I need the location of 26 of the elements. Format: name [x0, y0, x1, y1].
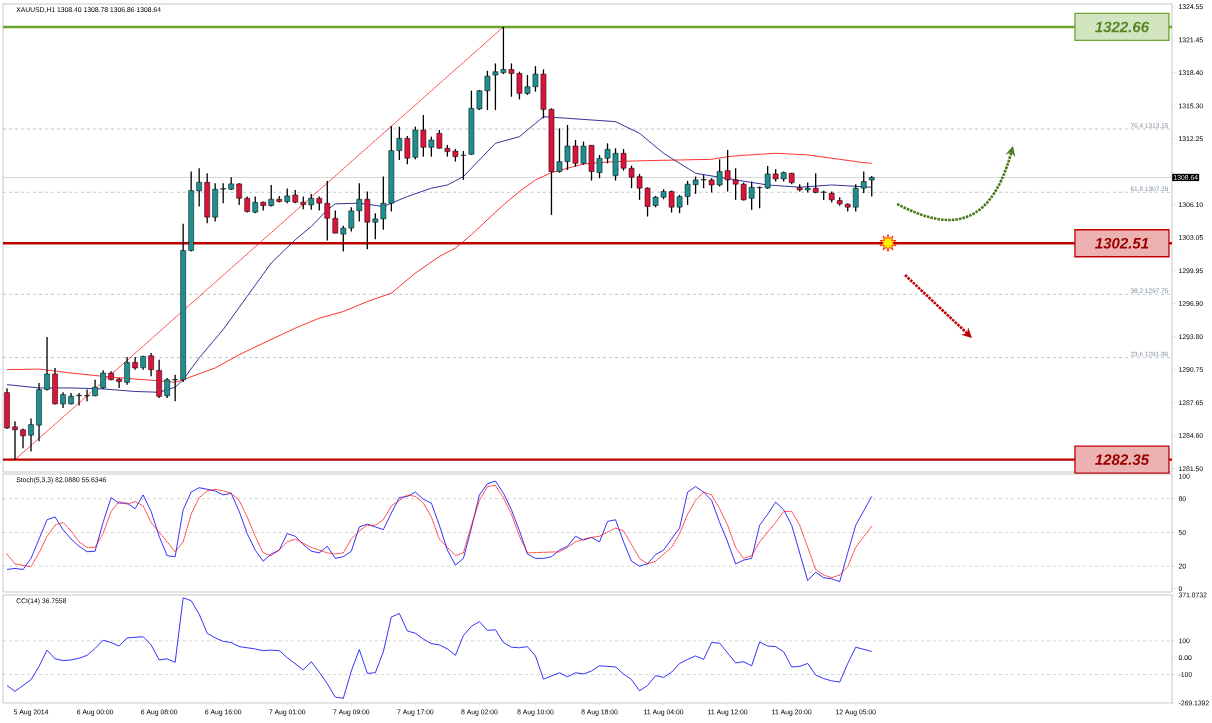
candlestick	[860, 170, 867, 194]
candlestick	[28, 417, 34, 453]
candlestick	[852, 183, 859, 213]
ref-line-label: 1302.51	[1095, 237, 1149, 249]
candlestick	[20, 427, 26, 449]
candlestick	[324, 180, 331, 242]
line-series	[6, 597, 873, 699]
line-series	[6, 116, 873, 393]
ref-line-label: 1322.66	[1095, 21, 1150, 33]
candlestick	[100, 369, 106, 390]
candlestick	[868, 175, 875, 198]
candlestick	[84, 388, 90, 402]
candlestick	[332, 209, 339, 234]
candlestick	[148, 352, 154, 377]
candlestick	[236, 182, 243, 206]
candlestick	[164, 377, 170, 399]
candlestick	[196, 167, 202, 208]
candlestick	[172, 374, 178, 402]
candlestick	[220, 182, 226, 204]
ref-line-label: 1282.35	[1095, 454, 1150, 465]
candlestick	[76, 392, 82, 407]
candlestick	[12, 420, 18, 461]
candlestick	[44, 336, 50, 392]
candlestick	[116, 377, 122, 389]
candlestick	[124, 356, 130, 386]
candlestick	[268, 184, 275, 208]
